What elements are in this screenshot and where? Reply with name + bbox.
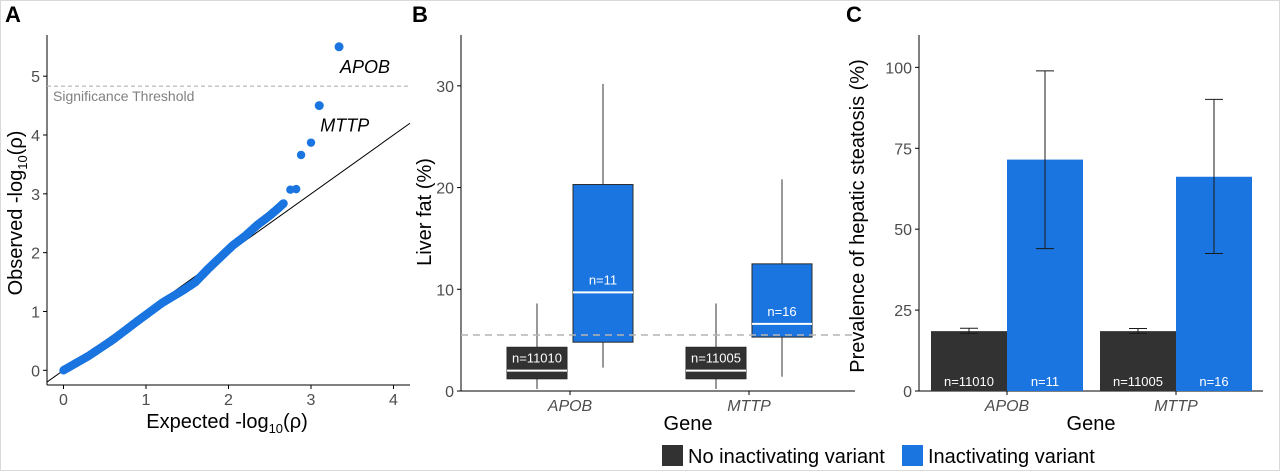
qq-plot-panel: Observed -log10(ρ) Expected -log10(ρ) 0 1…	[5, 35, 411, 436]
box-y-tick-label: 10	[436, 282, 454, 299]
qq-point-label-apob: APOB	[339, 57, 390, 77]
bar-y-tick-label: 50	[894, 222, 912, 239]
box-y-axis-label: Liver fat (%)	[414, 158, 436, 266]
bar-x-tick-label: APOB	[984, 398, 1030, 415]
bar-n-label: n=16	[1199, 374, 1228, 389]
qq-x-tick-label: 4	[389, 392, 398, 409]
legend-swatch-inactivating	[902, 445, 923, 466]
box-body	[685, 346, 747, 380]
box-y-tick-label: 0	[445, 384, 454, 401]
qq-point	[306, 138, 316, 147]
panel-label-a: A	[5, 2, 21, 27]
qq-y-tick-label: 1	[31, 304, 40, 321]
box-y-tick-label: 20	[436, 181, 454, 198]
box-body	[751, 263, 813, 338]
qq-point-label-mttp: MTTP	[320, 116, 369, 136]
box-body	[572, 184, 634, 343]
box-n-label: n=11	[589, 272, 617, 287]
bar-y-tick-label: 25	[894, 303, 912, 320]
panel-label-c: C	[846, 2, 862, 27]
bar-y-tick-label: 75	[894, 141, 912, 158]
qq-x-tick-label: 2	[224, 392, 233, 409]
legend-label-inactivating: Inactivating variant	[928, 446, 1095, 468]
box-x-tick-label: APOB	[547, 398, 593, 415]
barplot-panel: Prevalence of hepatic steatosis (%) Gene…	[847, 35, 1263, 435]
bar-n-label: n=11005	[1113, 374, 1163, 389]
box-x-tick-label: MTTP	[727, 398, 771, 415]
bar-y-axis-label: Prevalence of hepatic steatosis (%)	[847, 59, 869, 373]
legend: No inactivating variant Inactivating var…	[662, 445, 1095, 468]
box-body	[506, 346, 568, 380]
qq-x-tick-label: 1	[142, 392, 151, 409]
bar-y-tick-label: 0	[903, 384, 912, 401]
box-x-axis-label: Gene	[664, 413, 713, 435]
qq-y-tick-label: 3	[31, 187, 40, 204]
box-y-tick-label: 30	[436, 79, 454, 96]
legend-swatch-no-inactivating	[662, 445, 683, 466]
bar	[1100, 331, 1176, 391]
qq-y-tick-label: 2	[31, 246, 40, 263]
box-n-label: n=11010	[512, 350, 562, 365]
qq-point	[296, 150, 306, 160]
qq-y-axis-label: Observed -log10(ρ)	[5, 131, 30, 296]
qq-point	[279, 199, 288, 208]
qq-threshold-label: Significance Threshold	[53, 88, 194, 104]
qq-point-mttp	[314, 101, 324, 111]
bar-n-label: n=11	[1031, 374, 1059, 389]
qq-point-apob	[334, 42, 344, 52]
qq-x-tick-label: 3	[307, 392, 316, 409]
bar-n-label: n=11010	[944, 374, 994, 389]
panel-label-b: B	[412, 2, 428, 27]
qq-x-axis-label: Expected -log10(ρ)	[146, 411, 307, 436]
legend-label-no-inactivating: No inactivating variant	[688, 446, 885, 468]
bar-y-tick-label: 100	[885, 60, 912, 77]
qq-y-tick-label: 0	[31, 363, 40, 380]
bar-x-tick-label: MTTP	[1154, 398, 1198, 415]
qq-y-tick-label: 4	[31, 128, 40, 145]
box-n-label: n=16	[767, 304, 796, 319]
qq-x-tick-label: 0	[59, 392, 68, 409]
qq-y-tick-label: 5	[31, 69, 40, 86]
boxplot-panel: Liver fat (%) Gene 0 10 20 30 APOB MTTP n=1101…	[414, 35, 855, 435]
bar-x-axis-label: Gene	[1067, 413, 1116, 435]
bar	[931, 331, 1007, 391]
qq-point	[291, 184, 301, 194]
box-n-label: n=11005	[691, 350, 741, 365]
